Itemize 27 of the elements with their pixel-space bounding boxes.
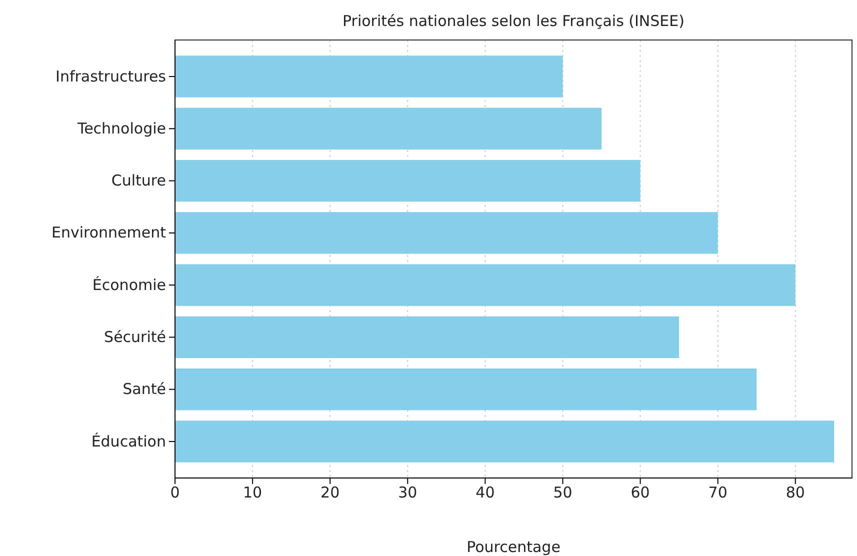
x-axis-title: Pourcentage <box>466 538 560 556</box>
x-tick-label: 20 <box>320 484 340 502</box>
x-tick-label: 40 <box>476 484 495 502</box>
x-tick-label: 50 <box>553 484 572 502</box>
bar <box>175 212 718 254</box>
x-tick-label: 30 <box>398 484 418 502</box>
bar <box>175 56 563 98</box>
x-tick-label: 70 <box>708 484 728 502</box>
bar <box>175 160 640 202</box>
y-tick-label: Culture <box>111 172 166 190</box>
x-tick-label: 60 <box>630 484 650 502</box>
y-tick-label: Environnement <box>51 224 166 242</box>
bar <box>175 368 757 410</box>
y-tick-label: Éducation <box>91 432 166 450</box>
bar <box>175 108 602 150</box>
y-tick-label: Infrastructures <box>56 67 166 86</box>
bar <box>175 264 796 306</box>
y-tick-label: Sécurité <box>104 328 166 346</box>
x-tick-label: 10 <box>243 484 262 502</box>
bar <box>175 316 680 358</box>
x-tick-label: 0 <box>170 484 180 502</box>
x-tick-label: 80 <box>786 484 805 502</box>
y-tick-label: Économie <box>92 276 166 294</box>
y-tick-label: Technologie <box>76 119 166 138</box>
y-tick-label: Santé <box>122 380 166 398</box>
chart-title: Priorités nationales selon les Français (INSEE) <box>342 12 684 30</box>
bar <box>175 420 834 462</box>
